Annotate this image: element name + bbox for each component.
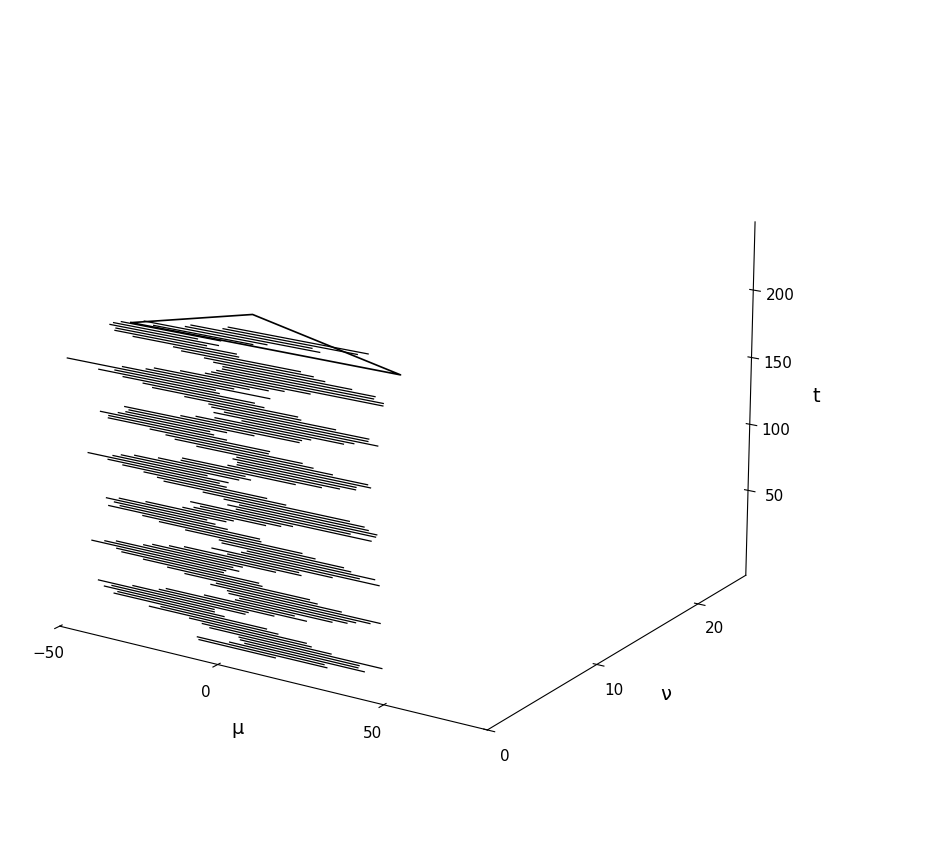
X-axis label: μ: μ (231, 719, 243, 738)
Y-axis label: ν: ν (661, 685, 672, 704)
